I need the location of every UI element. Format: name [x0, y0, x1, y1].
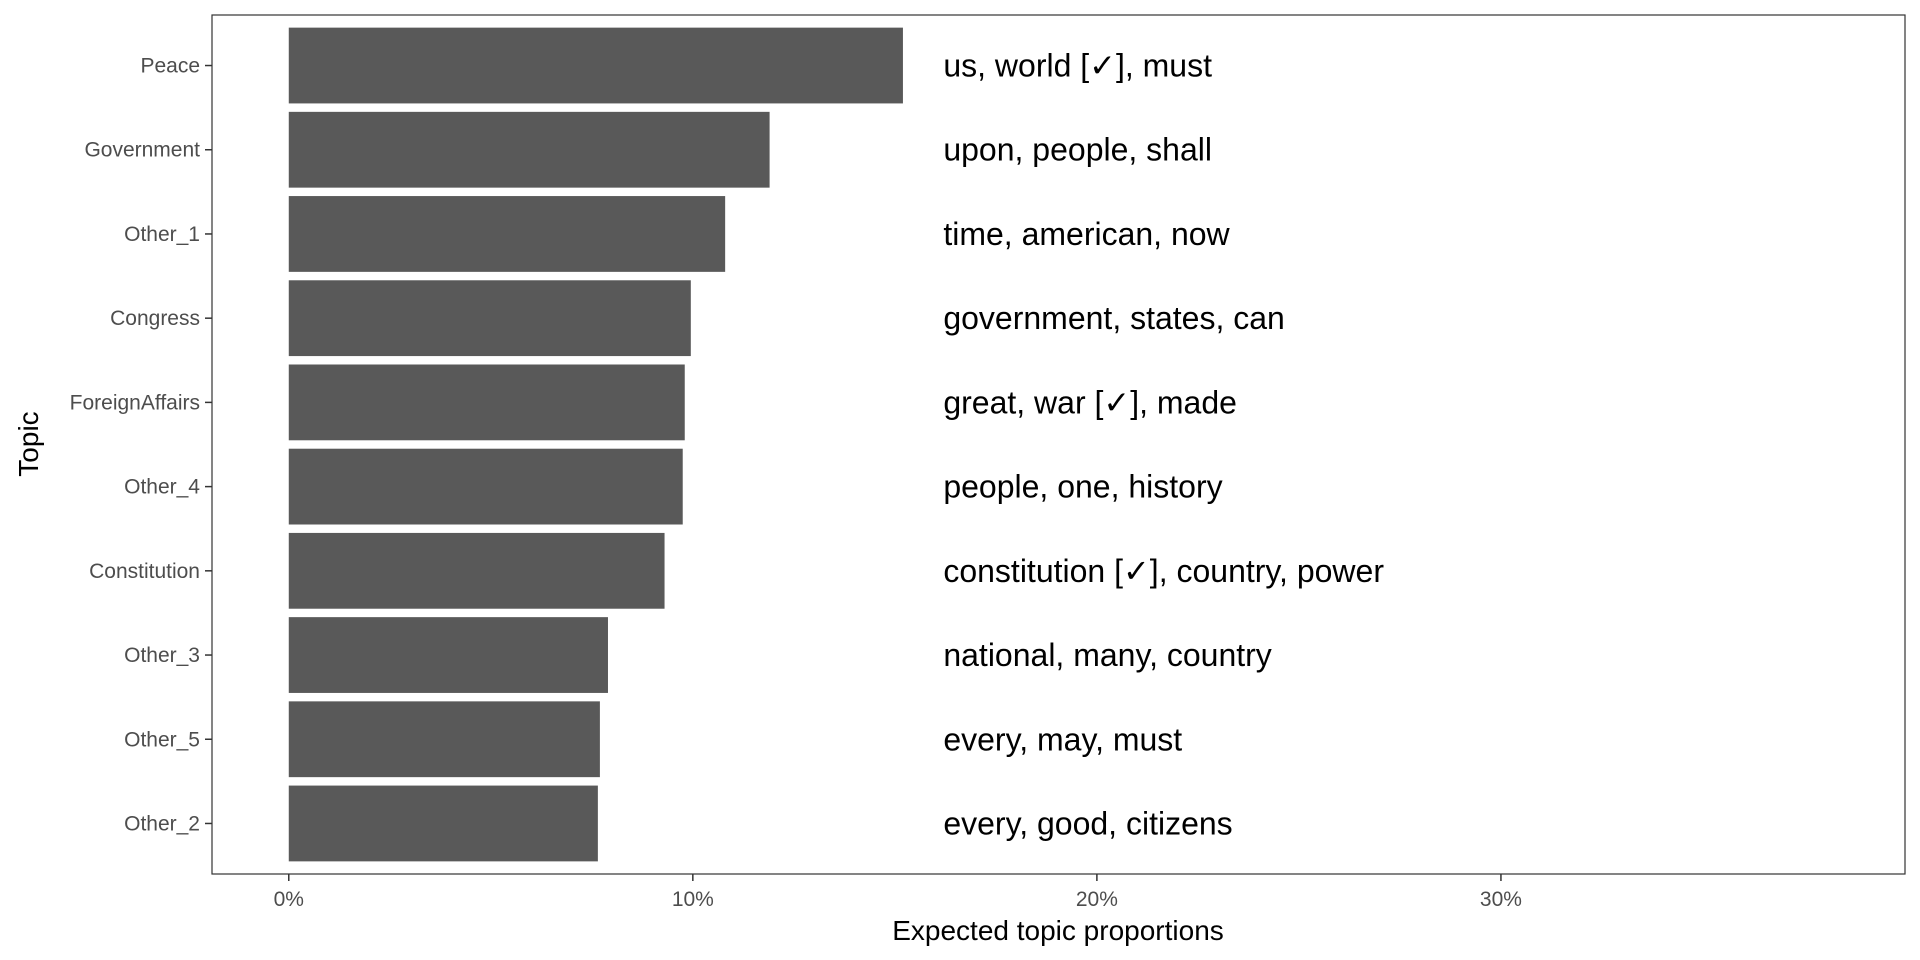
bar-annotation: upon, people, shall: [943, 132, 1212, 168]
x-tick-label: 10%: [672, 888, 714, 911]
y-axis-title: Topic: [13, 411, 44, 476]
y-tick-label: ForeignAffairs: [70, 391, 200, 414]
bar-annotation: every, good, citizens: [943, 805, 1232, 841]
annotations-layer: us, world [✓], must upon, people, shall ti…: [943, 48, 1384, 842]
y-axis: Peace Government Other_1 Congress ForeignAff…: [70, 55, 212, 835]
y-tick-label: Government: [84, 139, 200, 162]
bar-annotation: great, war [✓], made: [943, 384, 1237, 420]
x-axis-title: Expected topic proportions: [892, 915, 1224, 946]
bar-Government: [288, 111, 770, 188]
bar-annotation: time, american, now: [943, 216, 1230, 252]
bar-ForeignAffairs: [288, 364, 685, 441]
bars-layer: [288, 27, 903, 862]
y-tick-label: Other_1: [124, 223, 200, 246]
y-tick-label: Other_2: [124, 812, 200, 835]
bar-annotation: government, states, can: [943, 300, 1285, 336]
bar-Other_3: [288, 617, 608, 693]
y-tick-label: Other_3: [124, 644, 200, 667]
bar-Peace: [288, 27, 903, 104]
x-tick-label: 20%: [1076, 888, 1118, 911]
bar-annotation: constitution [✓], country, power: [943, 553, 1384, 589]
bar-Congress: [288, 280, 691, 357]
y-tick-label: Peace: [140, 55, 200, 78]
x-axis: 0% 10% 20% 30%: [274, 874, 1522, 911]
x-tick-label: 0%: [274, 888, 304, 911]
bar-Other_1: [288, 196, 726, 272]
bar-annotation: us, world [✓], must: [943, 48, 1212, 84]
bar-Constitution: [288, 532, 665, 609]
bar-Other_5: [288, 701, 600, 778]
y-tick-label: Constitution: [89, 560, 200, 583]
bar-Other_4: [288, 448, 683, 525]
y-tick-label: Congress: [110, 307, 200, 330]
bar-Other_2: [288, 785, 598, 862]
y-tick-label: Other_4: [124, 476, 200, 499]
bar-annotation: every, may, must: [943, 721, 1182, 757]
x-tick-label: 30%: [1480, 888, 1522, 911]
y-tick-label: Other_5: [124, 728, 200, 751]
bar-annotation: national, many, country: [943, 637, 1271, 673]
bar-annotation: people, one, history: [943, 469, 1222, 505]
